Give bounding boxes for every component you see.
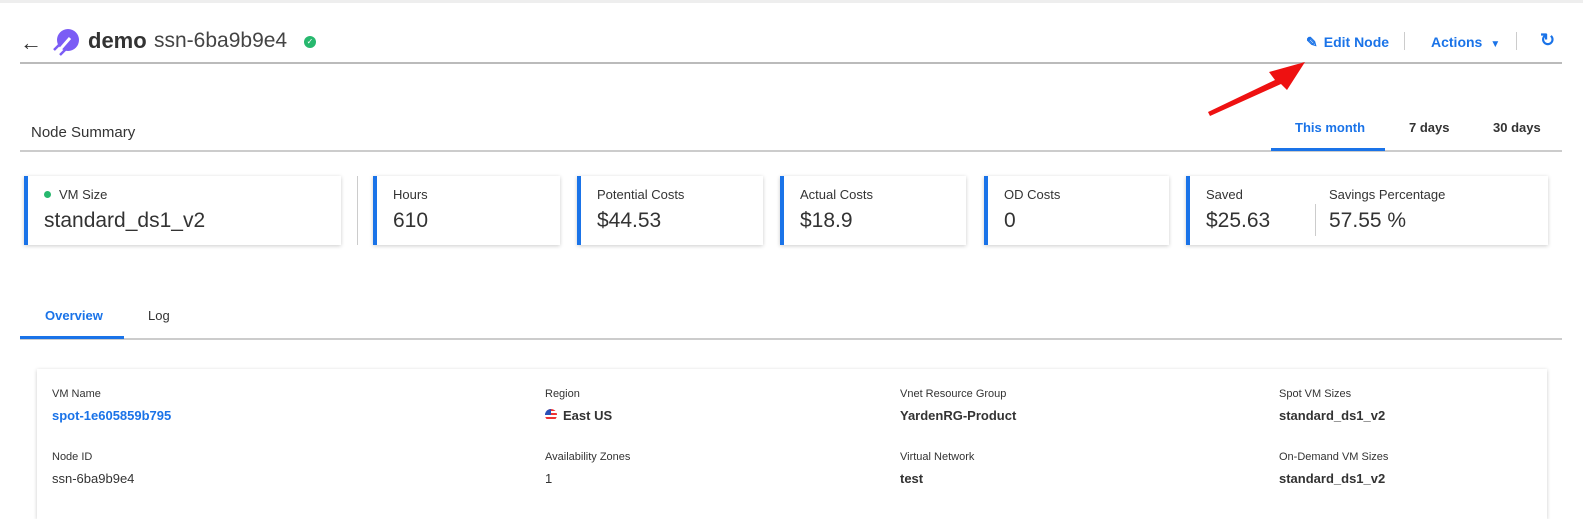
field-vnet-resource-group: Vnet Resource Group YardenRG-Product <box>900 388 1017 423</box>
page-header: ← demo ssn-6ba9b9e4 ✓ ✎ Edit Node Actions… <box>20 22 1562 64</box>
field-availability-zones: Availability Zones 1 <box>545 451 631 486</box>
field-spot-vm-sizes: Spot VM Sizes standard_ds1_v2 <box>1279 388 1386 423</box>
top-border <box>0 0 1583 3</box>
divider <box>1315 204 1316 236</box>
divider <box>1404 32 1405 50</box>
tab-overview[interactable]: Overview <box>45 308 103 323</box>
refresh-icon[interactable]: ↻ <box>1540 30 1556 50</box>
caret-down-icon: ▼ <box>1490 39 1501 50</box>
range-this-month[interactable]: This month <box>1295 120 1366 135</box>
logo-icon <box>53 29 79 56</box>
card-vm-size: VM Size standard_ds1_v2 <box>24 176 341 245</box>
field-on-demand-vm-sizes: On-Demand VM Sizes standard_ds1_v2 <box>1279 451 1389 486</box>
node-id-title: ssn-6ba9b9e4 <box>154 29 288 52</box>
divider <box>357 176 358 245</box>
range-30-days[interactable]: 30 days <box>1493 120 1541 135</box>
field-vm-name: VM Name spot-1e605859b795 <box>52 388 172 423</box>
range-7-days[interactable]: 7 days <box>1409 120 1450 135</box>
details-panel: VM Name spot-1e605859b795 Region East US V… <box>37 369 1547 519</box>
active-tab-indicator <box>20 336 124 339</box>
range-tabs-border <box>20 150 1562 152</box>
divider <box>1516 32 1517 50</box>
node-summary-title: Node Summary <box>31 124 136 141</box>
field-node-id: Node ID ssn-6ba9b9e4 <box>52 451 135 486</box>
card-potential-costs: Potential Costs $44.53 <box>577 176 763 245</box>
card-savings: Saved $25.63 Savings Percentage 57.55 % <box>1186 176 1548 245</box>
tabs-border <box>20 338 1562 340</box>
card-od-costs: OD Costs 0 <box>984 176 1169 245</box>
field-virtual-network: Virtual Network test <box>900 451 975 486</box>
active-range-indicator <box>1271 148 1385 151</box>
back-arrow-icon[interactable]: ← <box>20 30 42 55</box>
check-circle-icon: ✓ <box>304 36 316 48</box>
vm-name-link[interactable]: spot-1e605859b795 <box>52 408 172 423</box>
page-title: demo <box>88 28 147 53</box>
annotation-arrow-icon <box>1208 62 1305 116</box>
pencil-icon: ✎ <box>1306 34 1318 50</box>
status-dot-icon <box>44 191 51 198</box>
actions-dropdown[interactable]: Actions ▼ <box>1431 34 1501 50</box>
card-hours: Hours 610 <box>373 176 560 245</box>
tab-log[interactable]: Log <box>148 308 170 323</box>
card-actual-costs: Actual Costs $18.9 <box>780 176 966 245</box>
us-flag-icon <box>545 409 557 421</box>
edit-node-button[interactable]: ✎ Edit Node <box>1306 34 1390 50</box>
field-region: Region East US <box>545 388 613 423</box>
